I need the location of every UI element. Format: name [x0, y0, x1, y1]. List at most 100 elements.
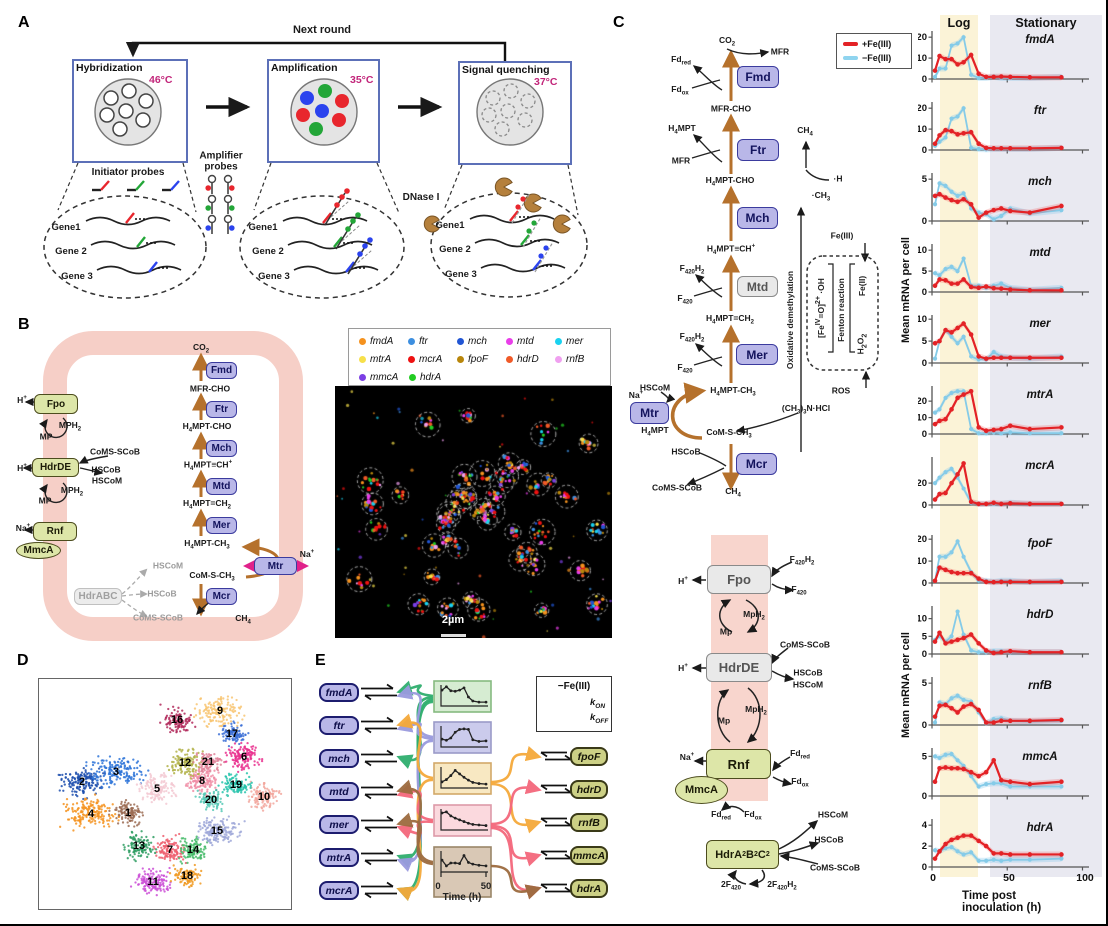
- legend-item-fpof: fpoF: [457, 354, 506, 365]
- legend-item-fmda: fmdA: [359, 336, 408, 347]
- log-phase-strip: [940, 15, 978, 877]
- label-h4mpt-cho: H4MPT-CHO: [182, 421, 232, 434]
- enzyme-mcr: Mcr: [736, 453, 777, 475]
- e-gene-mcrA: mcrA: [319, 881, 359, 900]
- kon-label: kON: [590, 697, 606, 710]
- amplification-title: Amplification: [271, 62, 338, 74]
- svg-text:5: 5: [922, 266, 928, 277]
- legend-item-hdrd: hdrD: [506, 354, 555, 365]
- svg-text:0: 0: [922, 791, 927, 802]
- svg-text:10: 10: [918, 314, 927, 325]
- legend-item-mtra: mtrA: [359, 354, 408, 365]
- label-h: H+: [17, 394, 27, 405]
- label-coms-scob: CoMS-SCoB: [132, 612, 184, 623]
- label-fdox: Fdox: [671, 84, 689, 97]
- legend-label-mer: mer: [566, 335, 584, 347]
- log-phase-header: Log: [947, 16, 971, 30]
- cluster-number-6: 6: [240, 751, 248, 763]
- cluster-number-18: 18: [180, 870, 194, 882]
- legend-label-hdrd: hdrD: [517, 353, 539, 365]
- legend-item-mtd: mtd: [506, 336, 555, 347]
- plot-gene-label-mtd: mtd: [1029, 247, 1051, 259]
- plot-gene-label-mcrA: mcrA: [1025, 460, 1054, 472]
- svg-text:10: 10: [918, 614, 927, 625]
- svg-text:20: 20: [918, 32, 927, 43]
- label-hscom: HSCoM: [152, 560, 184, 571]
- enzyme-mtd: Mtd: [206, 478, 237, 495]
- e-gene-hdrD: hdrD: [570, 780, 608, 799]
- label-feiii: Fe(III): [830, 230, 854, 241]
- svg-text:5: 5: [922, 174, 928, 185]
- label-na: Na+: [679, 751, 695, 762]
- scale-bar-label: 2µm: [441, 614, 465, 626]
- label-coms-scob: CoMS-SCoB: [809, 862, 861, 873]
- plus-fe-label: +Fe(III): [862, 39, 892, 49]
- cluster-number-12: 12: [178, 757, 192, 769]
- legend-label-fpof: fpoF: [468, 353, 489, 365]
- enzyme-mtd: Mtd: [737, 276, 778, 297]
- e-gene-mmcA: mmcA: [570, 846, 608, 865]
- legend-label-fmda: fmdA: [370, 335, 394, 347]
- scale-bar: [441, 634, 466, 637]
- hybridization-box: [72, 59, 188, 163]
- label-ch33nhcl: (CH3)3N·HCl: [781, 403, 831, 416]
- legend-label-mmca: mmcA: [370, 371, 399, 383]
- e-time-tick-0: 0: [435, 881, 441, 892]
- enzyme-rnf: Rnf: [33, 522, 77, 541]
- label-f420: F420: [677, 362, 693, 375]
- svg-text:20: 20: [918, 103, 927, 114]
- legend-label-rnfb: rnfB: [566, 353, 585, 365]
- label-oxidative-demethylation: Oxidative demethylation: [785, 270, 795, 370]
- amplification-temp: 35°C: [350, 74, 374, 86]
- enzyme-fpo: Fpo: [34, 394, 78, 414]
- label-mph2: MPH2: [60, 485, 84, 498]
- svg-text:10: 10: [918, 245, 927, 256]
- plot-ftr: 0 10 20 ftr: [918, 102, 1089, 156]
- label-f420h2: F420H2: [679, 263, 705, 276]
- cluster-number-9: 9: [216, 705, 224, 717]
- label-mfr-cho: MFR-CHO: [710, 103, 752, 114]
- initiator-probes-label: Initiator probes: [91, 166, 165, 178]
- label-hscob: HSCoB: [814, 834, 844, 845]
- svg-text:0: 0: [922, 578, 927, 589]
- label-na: Na+: [628, 389, 644, 400]
- enzyme-ftr: Ftr: [737, 139, 779, 161]
- label-com-s-ch3: CoM-S-CH3: [189, 570, 235, 583]
- svg-text:5: 5: [922, 678, 928, 689]
- svg-text:5: 5: [922, 336, 928, 347]
- cluster-number-16: 16: [170, 714, 184, 726]
- legend-dot-mcra: [408, 355, 415, 363]
- cluster-number-11: 11: [147, 876, 159, 888]
- enzyme-mtr: Mtr: [630, 402, 669, 424]
- enzyme-hdrde: HdrDE: [32, 458, 79, 477]
- e-gene-mch: mch: [319, 749, 359, 768]
- e-gene-mer: mer: [319, 815, 359, 834]
- enzyme-hdrabc: HdrABC: [74, 588, 122, 605]
- legend-dot-rnfb: [555, 355, 562, 363]
- svg-text:0: 0: [922, 429, 927, 440]
- label-h4mpt-ch: H4MPT≡CH+: [706, 243, 756, 257]
- plot-gene-label-mtrA: mtrA: [1027, 389, 1054, 401]
- legend-dot-mmca: [359, 373, 366, 381]
- enzyme-fmd: Fmd: [206, 362, 237, 379]
- plot-gene-label-fpoF: fpoF: [1028, 538, 1054, 550]
- signal-quenching-title: Signal quenching: [462, 64, 550, 76]
- e-gene-mtd: mtd: [319, 782, 359, 801]
- gene-label-gene1: Gene1: [51, 222, 81, 234]
- legend-label-ftr: ftr: [419, 335, 428, 347]
- panel-label-d: D: [17, 652, 29, 669]
- label-h4mpt-ch3: H4MPT-CH3: [710, 385, 756, 398]
- xtick-50: 50: [1003, 872, 1015, 884]
- label-h4mpt: H4MPT: [668, 123, 696, 136]
- legend-label-mtd: mtd: [517, 335, 534, 347]
- cluster-number-15: 15: [210, 825, 224, 837]
- enzyme-mtr: Mtr: [254, 557, 297, 575]
- label-mfr: MFR: [671, 155, 691, 166]
- svg-text:10: 10: [918, 124, 927, 135]
- koff-label: kOFF: [590, 712, 609, 725]
- label-h: H+: [678, 662, 688, 673]
- label-feii: Fe(II): [857, 275, 867, 297]
- plot-mcrA: 0 20 mcrA: [918, 457, 1089, 511]
- label-f420h2: F420H2: [789, 554, 815, 567]
- panel-label-e: E: [315, 652, 326, 669]
